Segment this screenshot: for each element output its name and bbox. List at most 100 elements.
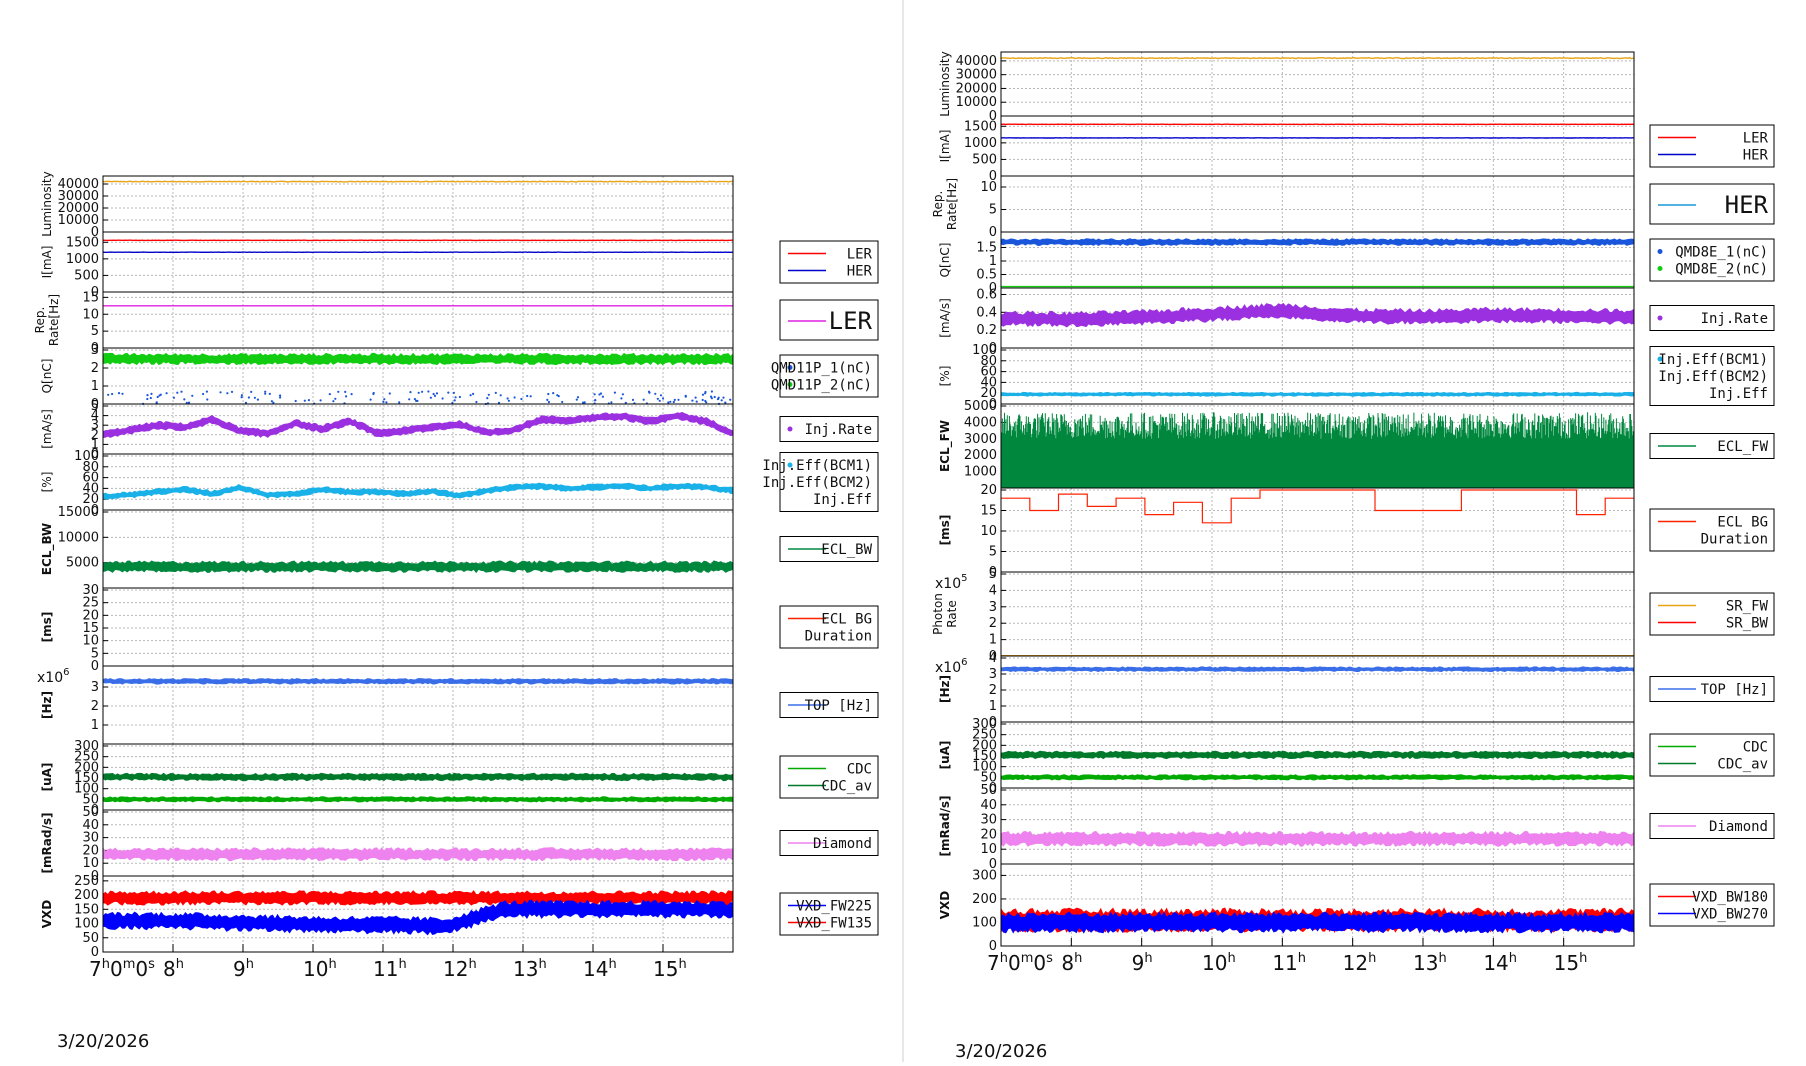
x-tick-unit: h [1438,951,1446,966]
y-tick-label: 200 [972,892,997,907]
legend-swatch [1658,249,1663,254]
series-point [673,401,675,403]
x-start-s: 0 [135,957,148,981]
x-tick-unit: h [678,957,686,972]
y-multiplier: x106 [935,657,967,676]
legend-label: Duration [1701,532,1768,548]
y-tick-label: 0.2 [976,323,997,338]
legend-label: Diamond [813,836,872,852]
series-point [269,393,271,395]
series-point [308,399,310,401]
x-tick-unit: h [246,957,254,972]
y-tick-label: 500 [972,152,997,167]
panel-frame [1001,176,1634,232]
legend-label: Duration [805,629,872,645]
panel-frame [1001,572,1634,656]
series-point [191,395,193,397]
x-tick-label: 8h [163,957,184,981]
x-tick-label: 14h [1483,951,1517,975]
y-tick-label: 0.4 [976,305,997,320]
x-tick-label: 15h [653,957,687,981]
series-point [295,400,297,402]
y-axis-label: [mA/s] [938,298,952,338]
y-multiplier: x106 [37,667,69,686]
series-top [1001,667,1634,672]
legend-label: VXD_FW135 [796,916,872,932]
series-point [614,392,616,394]
series-point [702,394,704,396]
legend-label: QMD8E_1(nC) [1675,245,1768,261]
series-point [107,394,109,396]
series-point [620,397,622,399]
series-point [558,395,560,397]
y-axis-label: Rep. [33,307,47,334]
series-point [166,392,168,394]
x-tick-unit: h [1579,951,1587,966]
legend-label: ECL_BW [821,542,872,558]
y-tick-label: 2 [91,699,99,714]
y-tick-label: 20 [980,827,997,842]
x-tick-label: 8h [1061,951,1082,975]
x-start-h-unit: h [102,957,110,972]
series-point [231,391,233,393]
panel-frame [1001,488,1634,572]
series-point [475,401,477,403]
series-point [488,394,490,396]
y-tick-label: 10 [82,307,99,322]
series-point [226,392,228,394]
series-point [561,401,563,403]
y-tick-label: 50 [82,931,99,946]
series-point [552,392,554,394]
series-point [219,391,221,393]
series-point [248,396,250,398]
series-point [717,398,719,400]
series-point [344,391,346,393]
legend-eff: Inj.Eff(BCM1)Inj.Eff(BCM2)Inj.Eff [762,453,878,512]
y-tick-label: 2000 [964,448,997,463]
panel-inj: 0.60.40.20[mA/s]Inj.Rate [938,287,1774,356]
legend-q: QMD11P_1(nC)QMD11P_2(nC) [771,355,878,397]
series-point [279,394,281,396]
series-point [677,399,679,401]
panel-frame [1001,788,1634,864]
legend-label: Inj.Eff [1709,386,1768,402]
y-tick-label: 40000 [956,54,997,69]
legend-label: CDC [1743,740,1768,756]
series-cdc_av [1001,751,1634,759]
series-point [206,391,208,393]
legend-label: VXD_FW225 [796,899,872,915]
series-point [455,396,457,398]
x-tick-unit: h [1298,951,1306,966]
x-start-m-unit: m [1021,951,1034,966]
series-point [667,401,669,403]
series-point [685,395,687,397]
panel-eff: 100806040200[%]Inj.Eff(BCM1)Inj.Eff(BCM2… [40,449,878,518]
legend-label: HER [847,264,873,280]
series-point [418,392,420,394]
series-point [470,394,472,396]
panel-frame [103,666,733,744]
y-axis-label: Luminosity [40,171,54,236]
series-lum [1001,58,1634,59]
series-point [436,392,438,394]
series-diamond [1001,831,1634,846]
y-tick-label: 1000 [66,252,99,267]
y-tick-label: 4000 [964,415,997,430]
legend-q: QMD8E_1(nC)QMD8E_2(nC) [1650,239,1774,281]
y-axis-label: [ms] [40,612,54,643]
series-point [691,400,693,402]
series-point [674,399,676,401]
legend-label: Inj.Eff(BCM2) [762,475,872,491]
y-tick-label: 1000 [964,136,997,151]
x-start-s-unit: s [1046,951,1053,966]
series-point [704,400,706,402]
